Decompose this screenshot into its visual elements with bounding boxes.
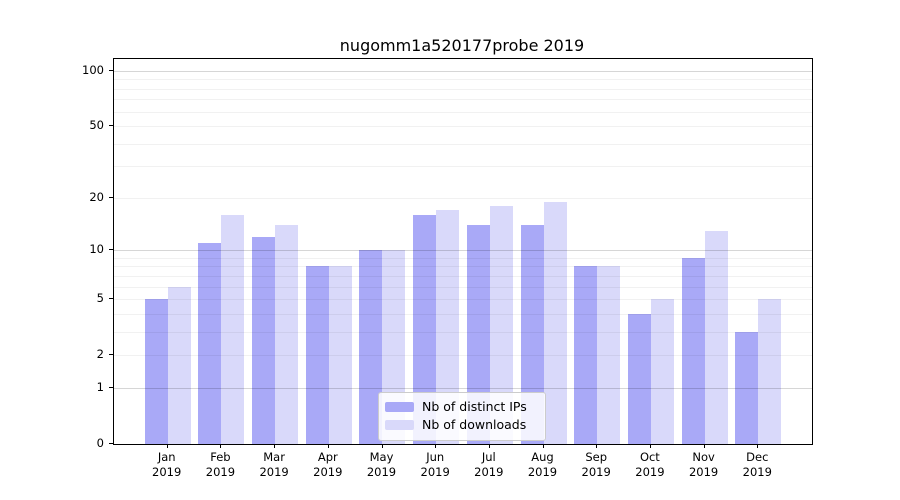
- gridline-minor-50: [114, 126, 812, 128]
- y-tick-mark-100: [109, 69, 113, 71]
- x-tick-mark-aug: [542, 444, 544, 448]
- bar-nb-of-distinct-ips-mar: [252, 236, 276, 444]
- bar-nb-of-distinct-ips-jul: [466, 225, 490, 444]
- bar-nb-of-downloads-sep: [597, 266, 621, 444]
- bar-nb-of-downloads-jan: [167, 286, 191, 444]
- bar-nb-of-distinct-ips-jan: [144, 299, 168, 444]
- gridline-minor-5: [114, 299, 812, 301]
- bar-nb-of-distinct-ips-aug: [520, 225, 544, 444]
- gridline-major-10: [114, 250, 812, 252]
- bar-nb-of-distinct-ips-nov: [681, 257, 705, 444]
- y-tick-label-5: 5: [96, 291, 104, 306]
- bar-nb-of-distinct-ips-sep: [574, 266, 598, 444]
- bar-nb-of-downloads-oct: [650, 299, 674, 444]
- y-tick-label-10: 10: [89, 242, 104, 257]
- plot-area: [113, 58, 813, 445]
- gridline-minor-7: [114, 275, 812, 277]
- gridline-minor-3: [114, 331, 812, 333]
- gridline-minor-30: [114, 166, 812, 168]
- x-tick-mark-apr: [327, 444, 329, 448]
- bar-nb-of-distinct-ips-dec: [735, 331, 759, 444]
- bar-nb-of-downloads-jun: [436, 210, 460, 444]
- x-tick-label-aug: Aug 2019: [527, 450, 558, 479]
- x-tick-label-mar: Mar 2019: [259, 450, 289, 479]
- legend-swatch-downloads: [385, 420, 414, 430]
- x-tick-label-dec: Dec 2019: [742, 450, 772, 479]
- legend: Nb of distinct IPs Nb of downloads: [378, 392, 546, 441]
- x-tick-label-may: May 2019: [366, 450, 397, 479]
- x-tick-mark-mar: [274, 444, 276, 448]
- gridline-minor-90: [114, 79, 812, 81]
- gridline-minor-80: [114, 88, 812, 90]
- gridline-minor-9: [114, 257, 812, 259]
- bar-nb-of-distinct-ips-apr: [305, 266, 329, 444]
- gridline-minor-4: [114, 313, 812, 315]
- gridline-major-1: [114, 388, 812, 389]
- bar-nb-of-distinct-ips-oct: [627, 313, 651, 444]
- gridline-minor-6: [114, 286, 812, 288]
- x-tick-mark-nov: [703, 444, 705, 448]
- bar-nb-of-downloads-dec: [758, 299, 782, 444]
- y-tick-mark-50: [109, 125, 113, 127]
- legend-row-distinct-ips: Nb of distinct IPs: [385, 399, 539, 415]
- bar-nb-of-downloads-nov: [704, 230, 728, 444]
- y-tick-mark-0: [109, 443, 113, 444]
- bar-nb-of-downloads-feb: [221, 214, 245, 444]
- chart-title: nugomm1a520177probe 2019: [339, 36, 585, 55]
- legend-label-distinct-ips: Nb of distinct IPs: [422, 399, 527, 414]
- x-tick-mark-feb: [220, 444, 222, 448]
- bar-nb-of-downloads-apr: [328, 266, 352, 444]
- gridline-minor-40: [114, 143, 812, 145]
- y-tick-label-20: 20: [89, 189, 104, 204]
- x-tick-mark-sep: [596, 444, 598, 448]
- x-tick-label-feb: Feb 2019: [205, 450, 236, 479]
- bar-nb-of-distinct-ips-jun: [413, 214, 437, 444]
- bar-nb-of-distinct-ips-feb: [198, 243, 222, 444]
- gridline-minor-70: [114, 99, 812, 101]
- legend-swatch-distinct-ips: [385, 402, 414, 412]
- legend-row-downloads: Nb of downloads: [385, 417, 539, 433]
- x-tick-mark-jun: [435, 444, 437, 448]
- legend-label-downloads: Nb of downloads: [422, 417, 527, 432]
- bar-nb-of-downloads-jul: [489, 206, 513, 444]
- y-tick-label-100: 100: [82, 62, 104, 77]
- y-tick-mark-10: [109, 249, 113, 251]
- y-tick-mark-5: [109, 298, 113, 300]
- y-tick-label-0: 0: [96, 436, 104, 450]
- y-tick-mark-2: [109, 354, 113, 356]
- x-tick-label-nov: Nov 2019: [688, 450, 719, 479]
- gridline-minor-60: [114, 111, 812, 113]
- y-tick-label-2: 2: [96, 347, 104, 362]
- gridline-minor-20: [114, 197, 812, 199]
- gridline-minor-8: [114, 266, 812, 268]
- x-tick-label-oct: Oct 2019: [635, 450, 665, 479]
- x-tick-label-jan: Jan 2019: [152, 450, 182, 479]
- y-tick-mark-20: [109, 196, 113, 198]
- x-tick-mark-jul: [488, 444, 490, 448]
- x-tick-mark-may: [381, 444, 383, 448]
- bar-nb-of-distinct-ips-may: [359, 250, 383, 444]
- x-tick-mark-oct: [649, 444, 651, 448]
- x-tick-label-apr: Apr 2019: [313, 450, 343, 479]
- bar-nb-of-downloads-aug: [543, 201, 567, 444]
- bar-nb-of-downloads-mar: [275, 225, 299, 444]
- x-tick-mark-dec: [757, 444, 759, 448]
- gridline-major-100: [114, 70, 812, 72]
- gridline-minor-2: [114, 355, 812, 357]
- x-tick-label-jul: Jul 2019: [474, 450, 504, 479]
- x-tick-label-jun: Jun 2019: [420, 450, 450, 479]
- x-tick-label-sep: Sep 2019: [581, 450, 611, 479]
- y-tick-mark-1: [109, 387, 113, 388]
- y-tick-label-1: 1: [96, 380, 104, 394]
- y-tick-label-50: 50: [89, 118, 104, 133]
- x-tick-mark-jan: [166, 444, 168, 448]
